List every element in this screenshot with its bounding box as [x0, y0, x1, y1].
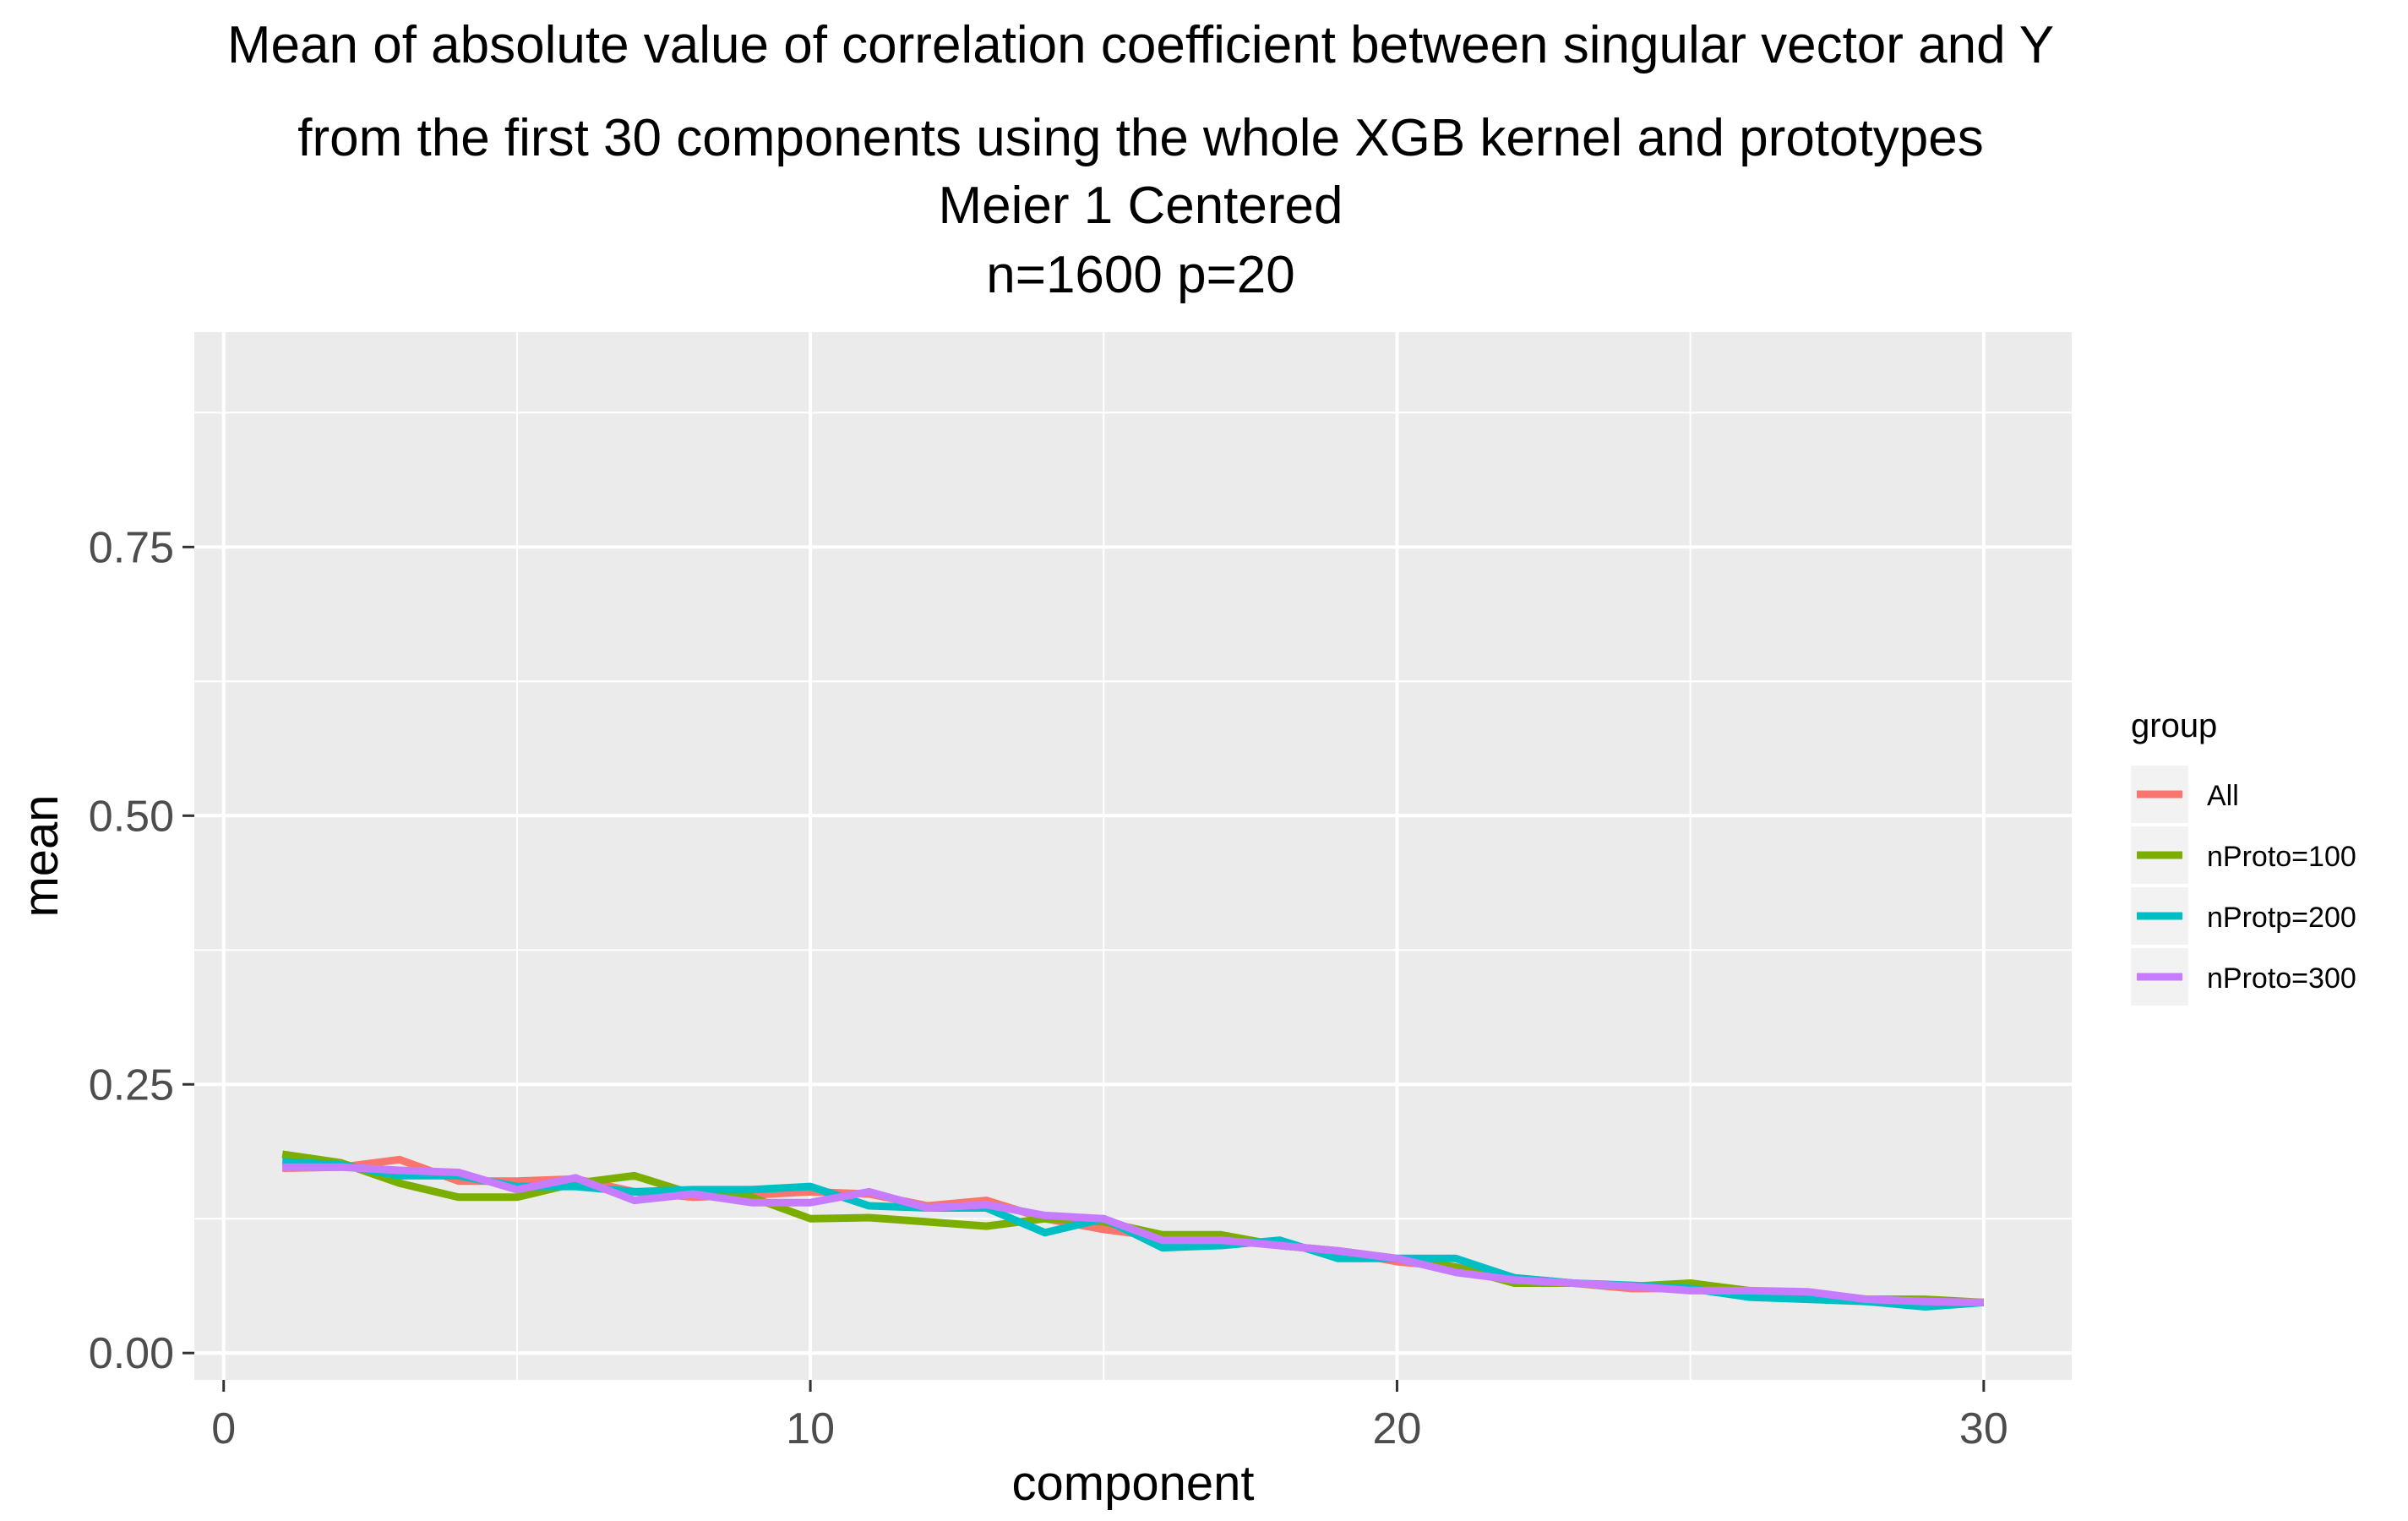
chart-title-line-4: n=1600 p=20 — [986, 246, 1295, 304]
legend-title: group — [2131, 707, 2217, 744]
x-tick-label: 10 — [786, 1404, 835, 1453]
legend-entry-label: All — [2207, 780, 2239, 812]
series-lines — [281, 1150, 1985, 1311]
legend-entry-label: nProto=100 — [2207, 841, 2356, 873]
y-tick-label: 0.25 — [89, 1060, 174, 1109]
grid-lines — [194, 332, 2072, 1380]
x-axis-label: component — [1012, 1456, 1255, 1511]
axes: 0 10 20 30 0.00 0.25 0.50 0.75 — [89, 523, 2008, 1453]
chart-title-line-2: from the first 30 components using the w… — [297, 109, 1984, 167]
y-tick-label: 0.50 — [89, 792, 174, 841]
x-tick-label: 30 — [1959, 1404, 2008, 1453]
y-axis-label: mean — [14, 794, 68, 917]
y-tick-label: 0.75 — [89, 523, 174, 572]
x-tick-label: 0 — [211, 1404, 236, 1453]
series-line-nproto-300 — [282, 1163, 1984, 1306]
chart-title-line-1: Mean of absolute value of correlation co… — [226, 16, 2055, 74]
legend: group All nProto=100 nProtp=200 nProto=300 — [2131, 707, 2356, 1006]
y-tick-label: 0.00 — [89, 1329, 174, 1378]
plot-panel — [194, 332, 2072, 1380]
legend-entry-label: nProto=300 — [2207, 962, 2356, 995]
legend-entry-label: nProtp=200 — [2207, 902, 2356, 934]
x-tick-label: 20 — [1373, 1404, 1422, 1453]
chart-title-line-3: Meier 1 Centered — [938, 177, 1343, 235]
